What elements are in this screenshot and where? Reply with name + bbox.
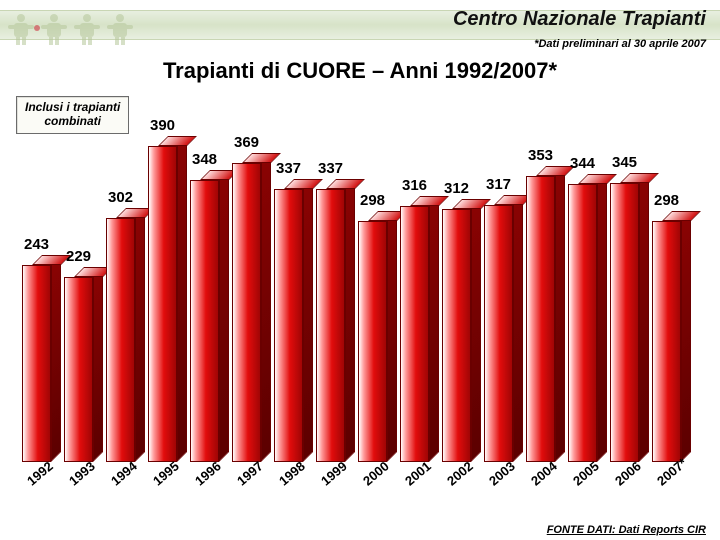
bar-value-label: 345 bbox=[610, 154, 639, 171]
x-axis-label: 1993 bbox=[66, 458, 98, 488]
x-axis-label: 1992 bbox=[24, 458, 56, 488]
bar: 312 bbox=[442, 199, 471, 462]
x-axis-label: 2000 bbox=[360, 458, 392, 488]
chart: 243 229 302 390 348 369 337 337 298 316 312 317 353 3… bbox=[22, 96, 698, 496]
bar: 298 bbox=[652, 211, 681, 462]
bar-value-label: 369 bbox=[232, 134, 261, 151]
bar: 337 bbox=[274, 179, 303, 462]
page: Centro Nazionale Trapianti *Dati prelimi… bbox=[0, 0, 720, 540]
bar-value-label: 348 bbox=[190, 151, 219, 168]
footer-source: FONTE DATI: Dati Reports CIR bbox=[547, 524, 706, 536]
bar: 390 bbox=[148, 136, 177, 462]
x-axis-label: 1997 bbox=[234, 458, 266, 488]
x-axis-label: 2004 bbox=[528, 458, 560, 488]
chart-bars: 243 229 302 390 348 369 337 337 298 316 312 317 353 3… bbox=[22, 122, 698, 462]
x-axis-label: 1999 bbox=[318, 458, 350, 488]
bar: 344 bbox=[568, 174, 597, 462]
x-axis-label: 2006 bbox=[612, 458, 644, 488]
bar-value-label: 229 bbox=[64, 248, 93, 265]
bar: 348 bbox=[190, 170, 219, 462]
bar: 302 bbox=[106, 208, 135, 462]
bar-value-label: 317 bbox=[484, 176, 513, 193]
bar: 317 bbox=[484, 195, 513, 462]
bar-value-label: 302 bbox=[106, 189, 135, 206]
x-axis-label: 1994 bbox=[108, 458, 140, 488]
bar: 353 bbox=[526, 166, 555, 462]
bar-value-label: 337 bbox=[274, 160, 303, 177]
bar: 369 bbox=[232, 153, 261, 462]
bar-value-label: 298 bbox=[358, 192, 387, 209]
bar-value-label: 344 bbox=[568, 155, 597, 172]
bar-value-label: 337 bbox=[316, 160, 345, 177]
bar-value-label: 312 bbox=[442, 180, 471, 197]
x-axis-label: 1995 bbox=[150, 458, 182, 488]
bar-value-label: 390 bbox=[148, 117, 177, 134]
x-axis-label: 2005 bbox=[570, 458, 602, 488]
bar: 229 bbox=[64, 267, 93, 462]
bar-value-label: 353 bbox=[526, 147, 555, 164]
bar-value-label: 243 bbox=[22, 236, 51, 253]
page-title: Trapianti di CUORE – Anni 1992/2007* bbox=[0, 58, 720, 84]
x-axis-label: 1996 bbox=[192, 458, 224, 488]
x-axis-label: 2001 bbox=[402, 458, 434, 488]
bar: 298 bbox=[358, 211, 387, 462]
bar-value-label: 298 bbox=[652, 192, 681, 209]
bar-value-label: 316 bbox=[400, 177, 429, 194]
x-axis-label: 1998 bbox=[276, 458, 308, 488]
header-people-icon bbox=[6, 11, 156, 47]
bar: 243 bbox=[22, 255, 51, 462]
x-axis-label: 2003 bbox=[486, 458, 518, 488]
header-title: Centro Nazionale Trapianti bbox=[453, 8, 706, 31]
x-axis-label: 2002 bbox=[444, 458, 476, 488]
bar: 345 bbox=[610, 173, 639, 462]
bar: 316 bbox=[400, 196, 429, 462]
bar: 337 bbox=[316, 179, 345, 462]
header-subtitle: *Dati preliminari al 30 aprile 2007 bbox=[534, 38, 706, 50]
